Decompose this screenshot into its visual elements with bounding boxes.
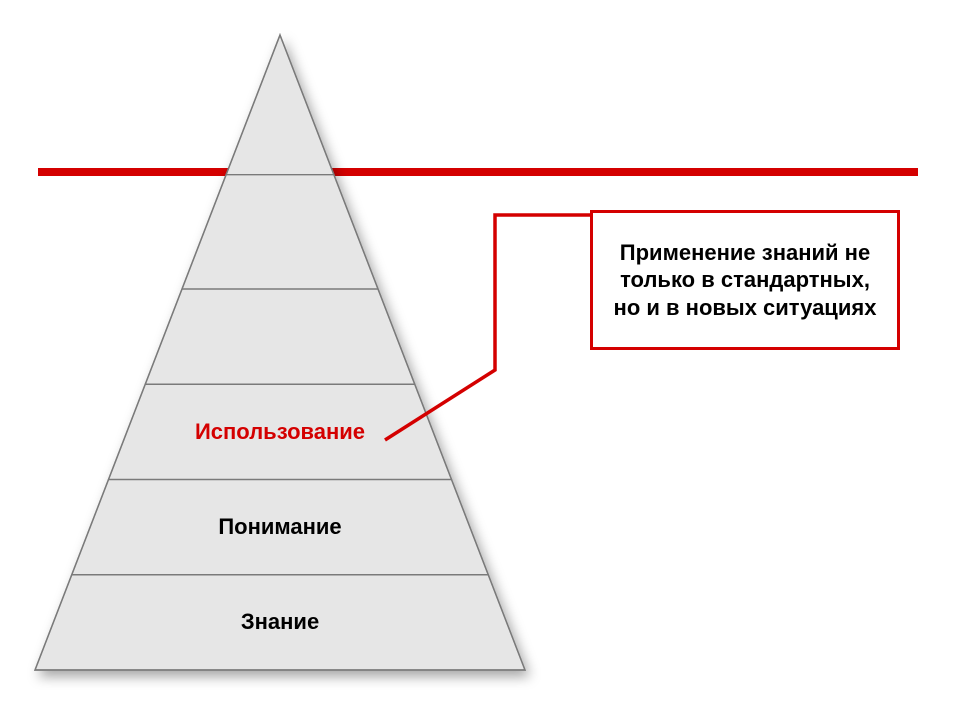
- pyramid-level-label: Понимание: [218, 514, 341, 540]
- callout-text: Применение знаний не только в стандартны…: [607, 239, 883, 322]
- diagram-stage: { "canvas": { "width": 960, "height": 72…: [0, 0, 960, 720]
- pyramid-level-label: Использование: [195, 419, 365, 445]
- diagram-svg: [0, 0, 960, 720]
- pyramid-level-label: Знание: [241, 609, 319, 635]
- callout-box: Применение знаний не только в стандартны…: [590, 210, 900, 350]
